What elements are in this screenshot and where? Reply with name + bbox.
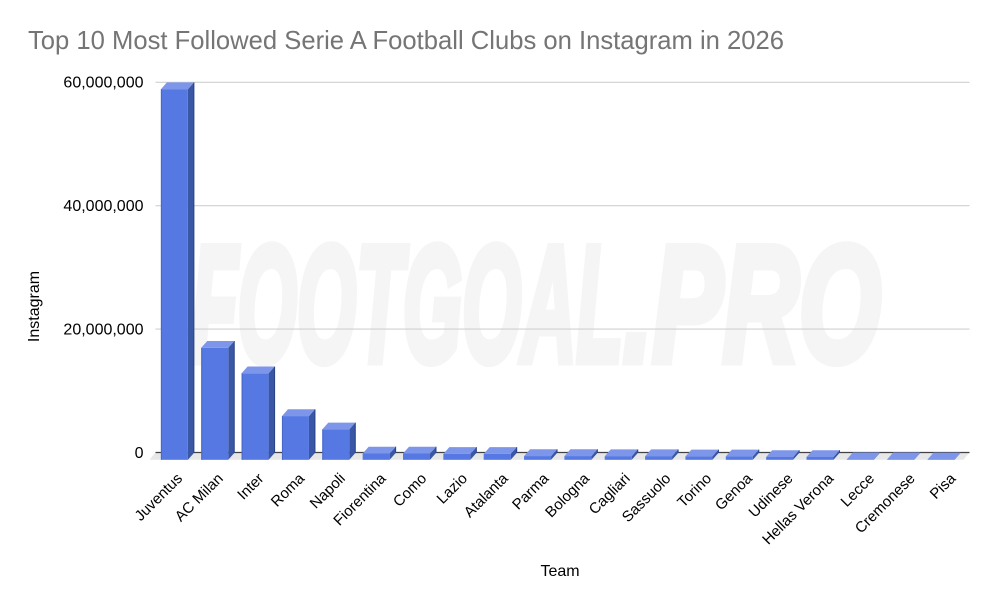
svg-text:Instagram: Instagram <box>26 271 43 342</box>
svg-text:FOOTGOAL: FOOTGOAL <box>191 212 623 396</box>
svg-text:20,000,000: 20,000,000 <box>63 321 143 338</box>
svg-text:60,000,000: 60,000,000 <box>63 75 143 92</box>
svg-text:.PRO: .PRO <box>623 212 881 396</box>
svg-text:0: 0 <box>135 445 144 462</box>
svg-text:Team: Team <box>540 563 579 580</box>
svg-text:Top 10 Most Followed Serie A F: Top 10 Most Followed Serie A Football Cl… <box>28 25 784 55</box>
svg-text:40,000,000: 40,000,000 <box>63 198 143 215</box>
